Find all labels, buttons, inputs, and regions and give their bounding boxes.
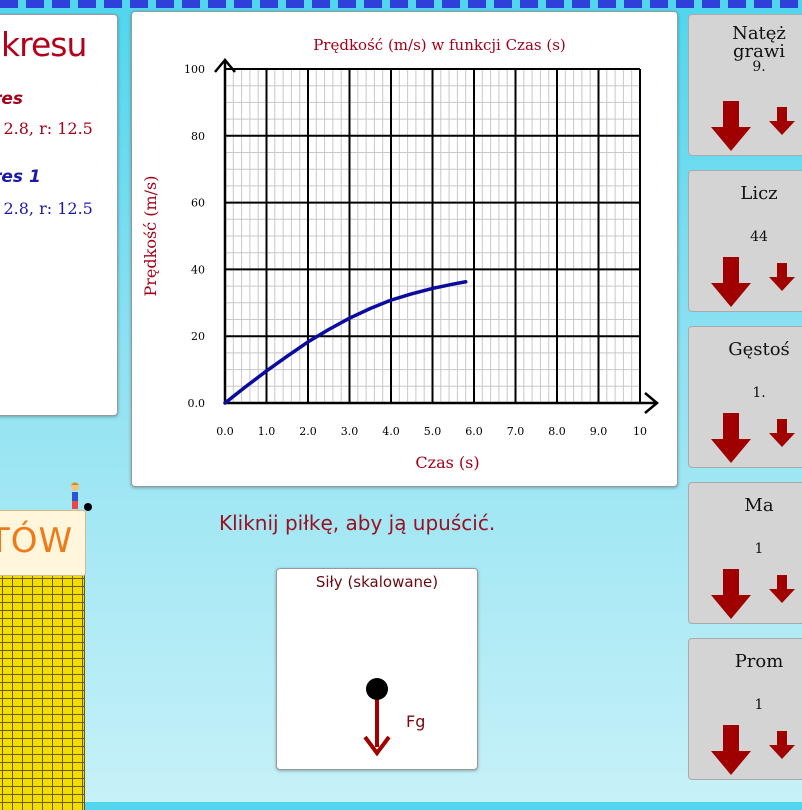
x-tick-label: 4.0 [382, 425, 400, 438]
control-value: 44 [689, 229, 802, 245]
x-tick-label: 2.0 [299, 425, 317, 438]
control-value: 9. [689, 59, 802, 75]
fg-label: Fg [406, 712, 425, 731]
x-tick-label: 0.0 [216, 425, 234, 438]
decrease-large-arrow-icon[interactable] [711, 101, 751, 151]
control-arrows [689, 563, 802, 624]
decrease-small-arrow-icon[interactable] [769, 419, 795, 447]
mass-control: Ma 1 [688, 482, 802, 624]
control-arrows [689, 407, 802, 468]
x-tick-label: 9.0 [590, 425, 608, 438]
decrease-large-arrow-icon[interactable] [711, 569, 751, 619]
y-axis-label: Prędkość (m/s) [141, 176, 160, 297]
x-tick-label: 6.0 [465, 425, 483, 438]
x-tick-label: 8.0 [548, 425, 566, 438]
x-tick-label: 3.0 [341, 425, 359, 438]
density-control: Gęstoś 1. [688, 326, 802, 468]
control-label: Ma [689, 497, 802, 515]
person-with-ball[interactable] [64, 480, 98, 520]
series-line [225, 282, 466, 403]
decrease-small-arrow-icon[interactable] [769, 575, 795, 603]
drop-hint: Kliknij piłkę, aby ją upuścić. [219, 511, 495, 535]
tower-sign-text: TÓW [0, 521, 73, 561]
person-body [72, 492, 78, 501]
decrease-small-arrow-icon[interactable] [769, 263, 795, 291]
y-tick-label: 60 [191, 197, 205, 210]
forces-panel: Siły (skalowane) Fg [276, 568, 478, 770]
y-tick-label: 20 [191, 330, 205, 343]
x-tick-label: 7.0 [507, 425, 525, 438]
decrease-small-arrow-icon[interactable] [769, 107, 795, 135]
decrease-large-arrow-icon[interactable] [711, 725, 751, 775]
ball-icon[interactable] [84, 503, 92, 511]
x-tick-label: 10 [633, 425, 647, 438]
decrease-large-arrow-icon[interactable] [711, 413, 751, 463]
control-value: 1 [689, 541, 802, 557]
y-tick-label: 40 [191, 263, 205, 276]
legend-series-2-params: : 2.8, r: 12.5 [0, 199, 93, 218]
control-label: Licz [689, 185, 802, 203]
control-arrows [689, 719, 802, 780]
radius-control: Prom 1 [688, 638, 802, 780]
forces-diagram [277, 569, 477, 769]
legend-series-1-name: res [0, 89, 23, 109]
control-label: Natęż grawi [689, 25, 802, 61]
chart-panel: 0.0 1.0 2.0 3.0 4.0 5.0 6.0 7.0 8.0 9.0 10 0.0 20 40 6… [131, 11, 678, 487]
velocity-chart: 0.0 1.0 2.0 3.0 4.0 5.0 6.0 7.0 8.0 9.0 10 0.0 20 40 6… [132, 12, 677, 486]
ball-icon[interactable] [366, 678, 388, 700]
count-control: Licz 44 [688, 170, 802, 312]
tower [0, 570, 85, 810]
legend-panel: kresu res : 2.8, r: 12.5 res 1 : 2.8, r:… [0, 14, 118, 416]
control-label: Prom [689, 653, 802, 671]
decrease-large-arrow-icon[interactable] [711, 257, 751, 307]
x-axis-label: Czas (s) [415, 453, 479, 472]
top-dashed-border [0, 0, 802, 8]
chart-title: Prędkość (m/s) w funkcji Czas (s) [313, 36, 566, 54]
control-value: 1 [689, 697, 802, 713]
x-tick-label: 5.0 [424, 425, 442, 438]
legend-title: kresu [1, 25, 86, 64]
legend-series-2-name: res 1 [0, 167, 41, 187]
control-label: Gęstoś [689, 341, 802, 359]
x-tick-label: 1.0 [258, 425, 276, 438]
legend-series-1-params: : 2.8, r: 12.5 [0, 119, 93, 138]
y-tick-label: 80 [191, 130, 205, 143]
control-arrows [689, 251, 802, 312]
person-hair [71, 483, 79, 486]
control-arrows [689, 95, 802, 156]
decrease-small-arrow-icon[interactable] [769, 731, 795, 759]
y-tick-label: 0.0 [188, 397, 206, 410]
person-legs [72, 501, 78, 509]
control-value: 1. [689, 385, 802, 401]
y-tick-label: 100 [184, 63, 205, 76]
